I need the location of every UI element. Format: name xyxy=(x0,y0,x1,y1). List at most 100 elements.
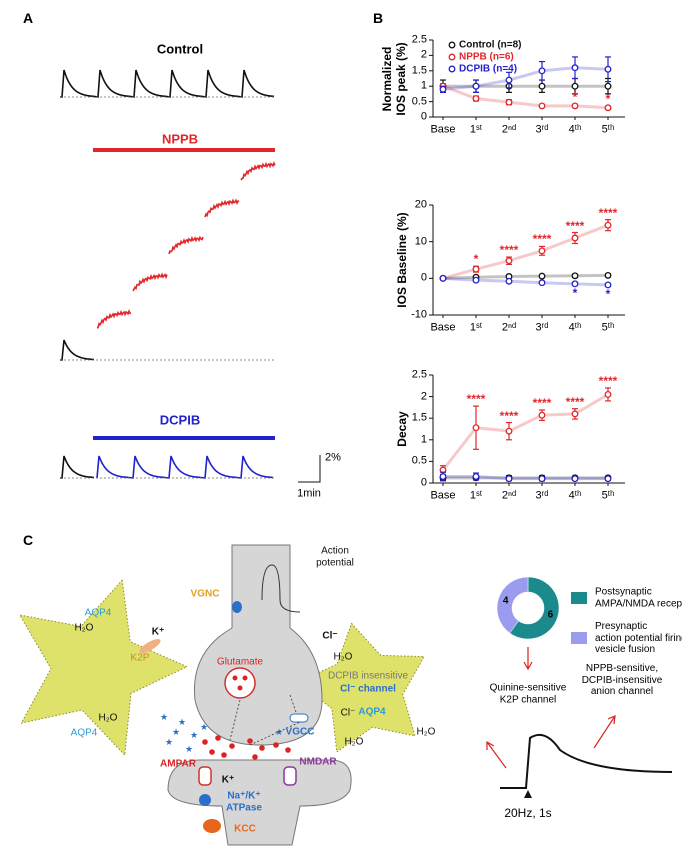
diagram-label: H₂O xyxy=(98,712,118,724)
y-tick-label: 2 xyxy=(420,390,427,403)
significance-mark: * xyxy=(473,252,479,267)
x-tick-label: 3ʳᵈ xyxy=(535,321,549,334)
potassium: ★ xyxy=(178,717,186,727)
data-point xyxy=(505,257,513,265)
legend-label: NPPB (n=6) xyxy=(459,51,514,63)
nppb-trace xyxy=(204,198,240,218)
diagram-label: VGCC xyxy=(285,726,315,738)
panel-label: C xyxy=(22,531,34,548)
potassium: ★ xyxy=(165,737,173,747)
trend-line xyxy=(442,84,609,110)
nppb-trace xyxy=(240,160,276,181)
y-tick-label: 20 xyxy=(414,198,427,211)
trend-line xyxy=(442,223,609,280)
data-point xyxy=(571,475,579,483)
x-tick-label: 4ᵗʰ xyxy=(568,489,582,502)
potassium: ★ xyxy=(190,730,198,740)
data-point xyxy=(472,265,480,273)
astrocyte xyxy=(19,579,188,756)
potassium: ★ xyxy=(160,712,168,722)
y-tick-label: 2.5 xyxy=(411,368,427,381)
trend-line xyxy=(443,475,608,481)
trend-line xyxy=(441,393,609,471)
arrow xyxy=(593,715,616,749)
arrow xyxy=(486,740,507,769)
panel-label: B xyxy=(372,9,384,26)
arrows xyxy=(229,694,301,746)
legend-label: Postsynaptic AMPA/NMDA receptor xyxy=(595,586,682,610)
potassium: ★ xyxy=(200,722,208,732)
diagram-label: NMDAR xyxy=(299,756,337,768)
data-point xyxy=(538,102,546,110)
y-tick-label: 10 xyxy=(414,235,427,248)
nppb-trace xyxy=(168,235,204,255)
diagram-label: VGNC xyxy=(190,588,220,600)
data-point xyxy=(571,64,579,72)
donut-value: 4 xyxy=(502,594,509,606)
data-point xyxy=(604,104,612,112)
data-point xyxy=(505,76,513,84)
y-tick-label: 1.5 xyxy=(411,64,427,77)
control-trace xyxy=(60,69,275,98)
y-axis-label: IOS Baseline (%) xyxy=(395,212,410,308)
data-point xyxy=(505,98,513,106)
data-point xyxy=(571,272,579,280)
trace-title: NPPB xyxy=(161,131,199,147)
panel-label: A xyxy=(22,9,34,26)
nppb-trace xyxy=(60,339,94,361)
data-point xyxy=(604,65,612,73)
significance-mark: **** xyxy=(598,374,618,389)
diagram-label: Quinine-sensitive K2P channel xyxy=(489,682,567,706)
trend-line xyxy=(442,273,609,280)
data-point xyxy=(505,427,513,435)
data-point xyxy=(604,271,612,279)
y-tick-label: 1.5 xyxy=(411,411,427,424)
diagram-label: AQP4 xyxy=(358,706,386,718)
data-point xyxy=(571,410,579,418)
data-point xyxy=(472,95,480,102)
data-point xyxy=(538,247,546,255)
data-point xyxy=(538,279,546,287)
significance-mark: **** xyxy=(466,392,486,407)
vgcc xyxy=(289,713,309,723)
data-point xyxy=(505,475,513,483)
trace-title: DCPIB xyxy=(159,412,201,428)
diagram-label: Glutamate xyxy=(216,656,264,668)
data-point xyxy=(604,390,612,398)
x-tick-label: 3ʳᵈ xyxy=(535,123,549,136)
legend-label: Presynaptic action potential firing vesi… xyxy=(595,620,682,655)
diagram-label: H₂O xyxy=(344,736,364,748)
x-tick-label: 5ᵗʰ xyxy=(601,123,615,136)
drug-bar xyxy=(93,148,275,152)
data-point xyxy=(538,475,546,483)
glutamate xyxy=(273,742,279,748)
legend-marker xyxy=(448,65,456,73)
glutamate xyxy=(232,675,238,681)
glutamate xyxy=(202,739,208,745)
y-tick-label: 0 xyxy=(420,476,427,489)
data-point xyxy=(472,473,480,480)
diagram-label: 20Hz, 1s xyxy=(504,806,552,821)
x-tick-label: 4ᵗʰ xyxy=(568,321,582,334)
data-point xyxy=(538,82,546,90)
scale-label: 1min xyxy=(297,487,321,500)
data-point xyxy=(604,475,612,483)
data-point xyxy=(571,234,579,242)
glutamate xyxy=(209,749,215,755)
scale-label: 2% xyxy=(325,451,341,464)
significance-mark: **** xyxy=(532,232,552,247)
potassium: ★ xyxy=(172,727,180,737)
data-point xyxy=(472,424,480,432)
trace-title: Control xyxy=(156,41,204,57)
diagram-label: Cl⁻ xyxy=(322,630,338,642)
data-point xyxy=(472,82,480,90)
response-trace xyxy=(500,734,673,789)
glutamate xyxy=(252,754,258,760)
y-tick-label: -10 xyxy=(411,308,427,321)
data-point xyxy=(604,82,612,90)
diagram-label: DCPIB insensitive xyxy=(327,670,409,682)
x-tick-label: 3ʳᵈ xyxy=(535,489,549,502)
data-point xyxy=(604,281,612,289)
significance-mark: * xyxy=(572,286,578,301)
